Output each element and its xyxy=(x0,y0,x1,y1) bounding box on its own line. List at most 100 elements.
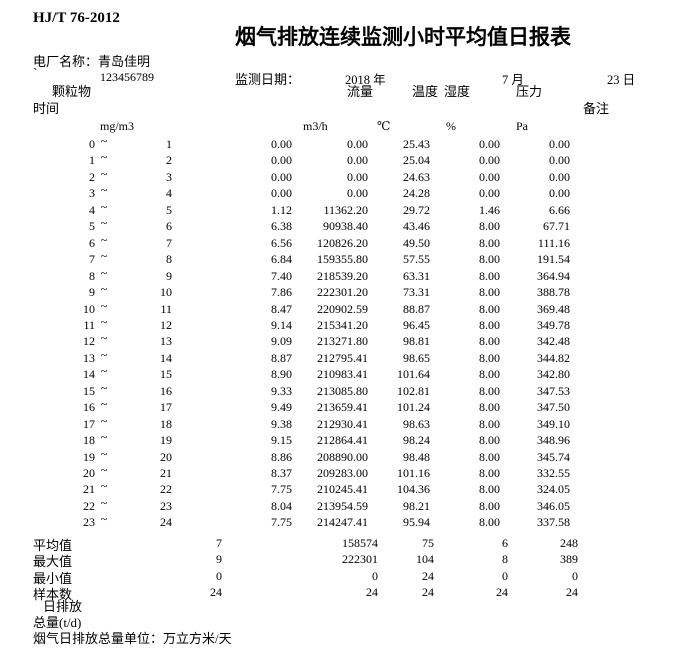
temperature-value: 98.63 xyxy=(403,416,430,431)
flow-value: 213271.80 xyxy=(317,334,368,349)
unit-note: 烟气日排放总量单位：万立方米/天 xyxy=(33,631,232,646)
tilde-separator: ~ xyxy=(100,199,108,214)
humidity-value: 8.00 xyxy=(479,498,500,513)
temperature-value: 25.43 xyxy=(403,137,430,151)
hour-to: 15 xyxy=(160,367,172,382)
hour-from: 5 xyxy=(89,219,95,234)
pressure-value: 345.74 xyxy=(537,449,570,464)
tilde-separator: ~ xyxy=(100,380,108,395)
hour-to: 5 xyxy=(166,202,172,217)
table-row: 14 ~15 8.90 210983.41 101.64 8.00 342.80 xyxy=(0,364,680,383)
pm-value: 9.38 xyxy=(271,416,292,431)
summary-value: 0 xyxy=(572,568,578,583)
tilde-separator: ~ xyxy=(100,331,108,346)
hour-to: 12 xyxy=(160,317,172,332)
hour-from: 11 xyxy=(83,317,95,332)
temperature-value: 43.46 xyxy=(403,219,430,234)
table-row: 23 ~24 7.75 214247.41 95.94 8.00 337.58 xyxy=(0,512,680,531)
summary-value: 6 xyxy=(502,536,508,550)
hour-from: 20 xyxy=(83,466,95,480)
flow-value: 0.00 xyxy=(347,169,368,184)
pressure-value: 0.00 xyxy=(549,169,570,184)
pressure-value: 369.48 xyxy=(537,301,570,316)
pressure-value: 0.00 xyxy=(549,137,570,151)
tilde-separator: ~ xyxy=(100,430,108,445)
daily-emission-label: 日排放 xyxy=(43,599,83,614)
humidity-value: 8.00 xyxy=(479,433,500,448)
hour-from: 16 xyxy=(83,400,95,415)
table-row: 18 ~19 9.15 212864.41 98.24 8.00 348.96 xyxy=(0,430,680,449)
temperature-value: 29.72 xyxy=(403,202,430,217)
tilde-separator: ~ xyxy=(100,183,108,198)
tilde-separator: ~ xyxy=(100,364,108,379)
column-header-humidity: 湿度 xyxy=(444,84,471,99)
humidity-value: 8.00 xyxy=(479,301,500,316)
pm-value: 9.15 xyxy=(271,433,292,448)
tilde-separator: ~ xyxy=(100,298,108,313)
table-row: 4 ~5 1.12 11362.20 29.72 1.46 6.66 xyxy=(0,199,680,219)
summary-value: 24 xyxy=(566,585,578,600)
hour-from: 22 xyxy=(83,498,95,513)
summary-value: 24 xyxy=(366,585,378,600)
pm-value: 0.00 xyxy=(271,153,292,168)
hour-to: 23 xyxy=(160,498,172,513)
pressure-value: 67.71 xyxy=(543,219,570,234)
humidity-value: 8.00 xyxy=(479,317,500,332)
summary-value: 389 xyxy=(560,552,578,567)
standard-code: HJ/T 76-2012 xyxy=(33,10,120,26)
pm-value: 8.47 xyxy=(271,301,292,316)
summary-value: 0 xyxy=(372,568,378,583)
unit-humidity: % xyxy=(446,119,456,133)
humidity-value: 0.00 xyxy=(479,186,500,201)
pressure-value: 347.53 xyxy=(537,383,570,398)
plant-name: 电厂名称：青岛佳明 xyxy=(33,54,151,69)
summary-row: 样本数 24 24 24 24 24 xyxy=(0,584,680,602)
tilde-separator: ~ xyxy=(100,265,108,280)
table-row: 20 ~21 8.37 209283.00 101.16 8.00 332.55 xyxy=(0,463,680,482)
tilde-separator: ~ xyxy=(100,249,108,264)
summary-value: 8 xyxy=(502,552,508,567)
humidity-value: 8.00 xyxy=(479,482,500,497)
unit-pm: mg/m3 xyxy=(100,119,135,133)
hour-to: 22 xyxy=(160,482,172,497)
summary-value: 24 xyxy=(496,585,508,600)
pressure-value: 342.48 xyxy=(537,334,570,349)
tilde-separator: ~ xyxy=(100,495,108,510)
summary-value: 222301 xyxy=(342,552,378,567)
summary-label: 最小值 xyxy=(33,570,73,586)
humidity-value: 8.00 xyxy=(479,285,500,300)
temperature-value: 98.65 xyxy=(403,350,430,365)
pm-value: 8.87 xyxy=(271,350,292,365)
pressure-value: 6.66 xyxy=(549,202,570,217)
humidity-value: 8.00 xyxy=(479,367,500,382)
pm-value: 8.86 xyxy=(271,449,292,464)
humidity-value: 0.00 xyxy=(479,169,500,184)
monitor-date-day: 23 日 xyxy=(607,73,636,87)
flow-value: 212864.41 xyxy=(317,433,368,448)
pm-value: 0.00 xyxy=(271,137,292,151)
temperature-value: 63.31 xyxy=(403,268,430,283)
flow-value: 213085.80 xyxy=(317,383,368,398)
pm-value: 7.86 xyxy=(271,285,292,300)
hour-from: 10 xyxy=(83,301,95,316)
hour-from: 6 xyxy=(89,235,95,250)
flow-value: 213954.59 xyxy=(317,498,368,513)
summary-row: 最小值 0 0 24 0 0 xyxy=(0,568,680,586)
report-title: 烟气排放连续监测小时平均值日报表 xyxy=(235,25,571,49)
temperature-value: 98.81 xyxy=(403,334,430,349)
table-row: 3 ~4 0.00 0.00 24.28 0.00 0.00 xyxy=(0,183,680,202)
pm-value: 9.33 xyxy=(271,383,292,398)
summary-value: 9 xyxy=(216,552,222,567)
pressure-value: 344.82 xyxy=(537,350,570,365)
temperature-value: 101.64 xyxy=(397,367,430,382)
column-header-pm: 颗粒物 xyxy=(52,84,92,99)
tilde-separator: ~ xyxy=(100,232,108,247)
pressure-value: 111.16 xyxy=(537,235,570,250)
pm-value: 6.56 xyxy=(271,235,292,250)
humidity-value: 8.00 xyxy=(479,268,500,283)
tilde-separator: ~ xyxy=(100,446,108,461)
temperature-value: 98.21 xyxy=(403,498,430,513)
column-header-remark: 备注 xyxy=(583,101,610,116)
humidity-value: 8.00 xyxy=(479,334,500,349)
